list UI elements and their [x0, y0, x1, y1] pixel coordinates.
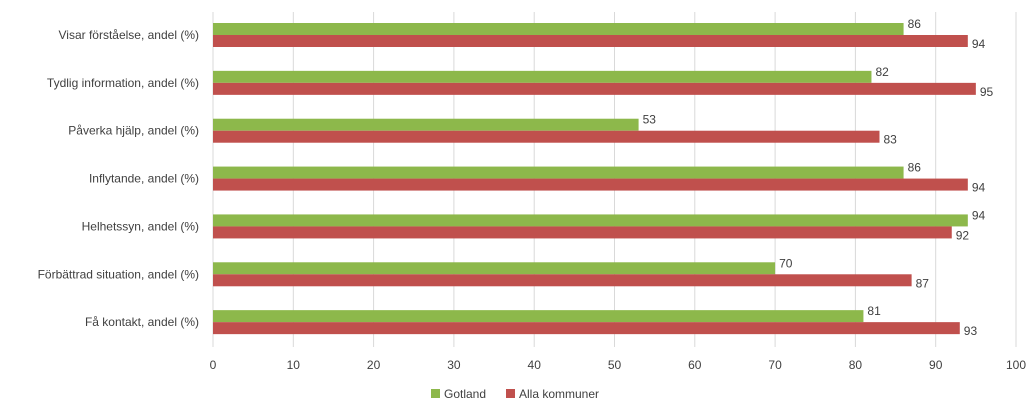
bar-alla-kommuner-2 [213, 130, 880, 143]
x-tick-label-50: 50 [608, 358, 622, 372]
data-label-gotland-5: 70 [779, 256, 793, 270]
legend: Gotland Alla kommuner [431, 387, 599, 401]
category-label-2: Påverka hjälp, andel (%) [68, 124, 199, 138]
bars [213, 23, 976, 335]
data-label-gotland-0: 86 [908, 17, 922, 31]
x-axis-tick-labels: 0 10 20 30 40 50 60 70 80 90 100 [210, 358, 1027, 372]
bar-gotland-4 [213, 214, 968, 227]
bar-alla-kommuner-1 [213, 82, 976, 95]
category-label-0: Visar förståelse, andel (%) [58, 28, 199, 42]
x-tick-label-20: 20 [367, 358, 381, 372]
category-label-3: Inflytande, andel (%) [89, 172, 199, 186]
x-tick-label-60: 60 [688, 358, 702, 372]
data-label-alla-kommuner-0: 94 [972, 37, 986, 51]
data-label-alla-kommuner-4: 92 [956, 228, 970, 242]
category-label-1: Tydlig information, andel (%) [47, 76, 199, 90]
data-label-gotland-1: 82 [875, 65, 889, 79]
bar-gotland-5 [213, 262, 776, 275]
category-label-4: Helhetssyn, andel (%) [82, 219, 199, 233]
data-label-alla-kommuner-6: 93 [964, 324, 978, 338]
x-tick-label-80: 80 [849, 358, 863, 372]
legend-swatch-gotland [431, 389, 440, 398]
data-label-gotland-3: 86 [908, 161, 922, 175]
bar-gotland-3 [213, 166, 904, 179]
legend-label-alla-kommuner: Alla kommuner [519, 387, 599, 401]
category-labels: Visar förståelse, andel (%) Tydlig inform… [38, 28, 199, 329]
bar-gotland-6 [213, 310, 864, 323]
legend-swatch-alla-kommuner [506, 389, 515, 398]
bar-gotland-0 [213, 23, 904, 35]
bar-gotland-2 [213, 118, 639, 131]
x-tick-label-10: 10 [287, 358, 301, 372]
x-tick-label-70: 70 [768, 358, 782, 372]
data-label-gotland-2: 53 [643, 113, 657, 127]
data-label-gotland-4: 94 [972, 208, 986, 222]
category-label-5: Förbättrad situation, andel (%) [38, 267, 199, 281]
bar-alla-kommuner-4 [213, 226, 952, 239]
data-label-alla-kommuner-3: 94 [972, 181, 986, 195]
x-tick-label-40: 40 [528, 358, 542, 372]
bar-gotland-1 [213, 70, 872, 83]
x-tick-label-30: 30 [447, 358, 461, 372]
data-label-alla-kommuner-5: 87 [916, 276, 930, 290]
legend-label-gotland: Gotland [444, 387, 486, 401]
data-label-gotland-6: 81 [867, 304, 881, 318]
data-label-alla-kommuner-2: 83 [883, 133, 897, 147]
x-tick-label-100: 100 [1006, 358, 1026, 372]
bar-alla-kommuner-6 [213, 322, 960, 335]
bar-alla-kommuner-3 [213, 178, 968, 191]
data-label-alla-kommuner-1: 95 [980, 85, 994, 99]
x-tick-label-90: 90 [929, 358, 943, 372]
x-tick-label-0: 0 [210, 358, 217, 372]
bar-alla-kommuner-0 [213, 35, 968, 47]
category-label-6: Få kontakt, andel (%) [85, 315, 199, 329]
bar-alla-kommuner-5 [213, 274, 912, 287]
